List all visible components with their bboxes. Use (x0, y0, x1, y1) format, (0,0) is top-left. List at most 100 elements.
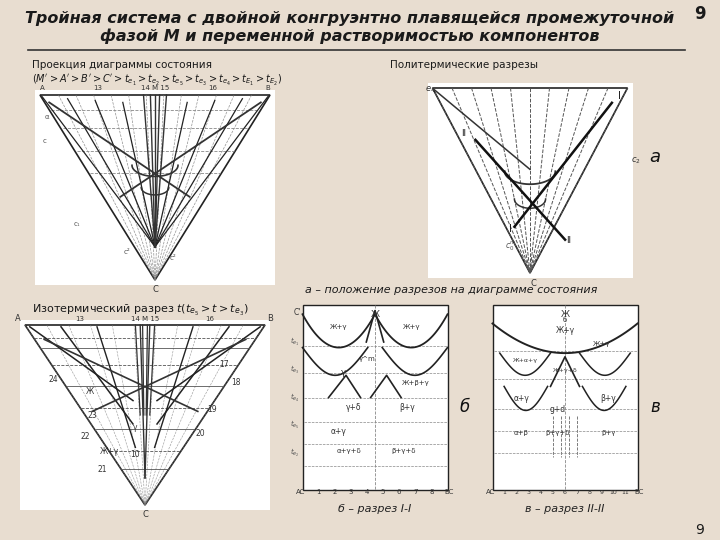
Text: A: A (15, 314, 21, 323)
Text: 9: 9 (696, 523, 704, 537)
Text: γ^m: γ^m (359, 355, 376, 361)
Text: $c_0^m$: $c_0^m$ (505, 240, 516, 253)
Bar (302, 305, 448, 490)
Text: 6: 6 (397, 489, 402, 495)
Text: $t_{e_2}$: $t_{e_2}$ (290, 447, 300, 459)
Text: б: б (460, 399, 470, 416)
Bar (20, 320, 270, 510)
Text: а – положение разрезов на диаграмме состояния: а – положение разрезов на диаграмме сост… (305, 285, 598, 295)
Text: c: c (42, 138, 47, 144)
Text: A: A (40, 85, 45, 91)
Text: б: б (563, 316, 567, 322)
Text: 20: 20 (195, 429, 205, 437)
Text: γ: γ (133, 423, 138, 432)
Text: 8: 8 (588, 490, 591, 495)
Text: 19: 19 (207, 405, 217, 414)
Text: c²: c² (170, 255, 177, 261)
Polygon shape (25, 325, 265, 505)
Text: 13: 13 (93, 85, 102, 91)
Bar (428, 83, 632, 278)
Text: g+d: g+d (549, 406, 566, 414)
Text: BC: BC (635, 489, 644, 495)
Text: 2: 2 (333, 489, 337, 495)
Text: 5: 5 (551, 490, 555, 495)
Text: γ: γ (341, 368, 346, 377)
Text: 16: 16 (205, 316, 215, 322)
Text: β+γ+δ: β+γ+δ (546, 429, 570, 435)
Text: α+γ: α+γ (330, 428, 347, 436)
Text: I: I (618, 91, 621, 101)
Text: Ж+α+γ: Ж+α+γ (513, 359, 539, 363)
Text: C: C (152, 285, 158, 294)
Text: Ж+β+γ: Ж+β+γ (402, 380, 429, 386)
Text: $(M'>A'>B'>C'>t_{e_1}>t_{e_2}>t_{e_5}>t_{e_3}>t_{e_4}>t_{E_1}>t_{E_2})$: $(M'>A'>B'>C'>t_{e_1}>t_{e_2}>t_{e_5}>t_… (32, 73, 282, 88)
Text: $e_4$: $e_4$ (425, 85, 436, 95)
Text: Политермические разрезы: Политермические разрезы (390, 60, 538, 70)
Text: 7: 7 (575, 490, 579, 495)
Text: B: B (266, 85, 271, 91)
Text: 2: 2 (515, 490, 518, 495)
Text: Ж+γ: Ж+γ (330, 324, 348, 330)
Text: $t_{e_5}$: $t_{e_5}$ (290, 419, 300, 431)
Text: 22: 22 (80, 432, 90, 441)
Text: c²: c² (124, 249, 131, 255)
Text: в: в (650, 399, 660, 416)
Bar (35, 90, 275, 285)
Text: α+γ: α+γ (513, 394, 529, 403)
Text: α: α (45, 114, 49, 120)
Text: 9: 9 (599, 490, 603, 495)
Text: $t_{e_4}$: $t_{e_4}$ (290, 392, 300, 403)
Text: Ж+γ: Ж+γ (593, 341, 610, 347)
Polygon shape (433, 88, 628, 273)
Text: II: II (567, 237, 572, 245)
Text: б – разрез I-I: б – разрез I-I (338, 504, 412, 514)
Text: 14 M 15: 14 M 15 (131, 316, 159, 322)
Text: Ж+γ: Ж+γ (402, 324, 420, 330)
Text: 4: 4 (365, 489, 369, 495)
Text: фазой М и переменной растворимостью компонентов: фазой М и переменной растворимостью комп… (100, 28, 600, 44)
Text: 3: 3 (348, 489, 353, 495)
Text: 6: 6 (563, 490, 567, 495)
Text: Ж: Ж (86, 387, 94, 396)
Text: α+γ+δ: α+γ+δ (336, 448, 361, 454)
Text: β+γ: β+γ (399, 403, 415, 413)
Text: 13: 13 (76, 316, 85, 322)
Text: β+γ+δ: β+γ+δ (392, 448, 416, 454)
Text: 3: 3 (527, 490, 531, 495)
Text: 10: 10 (130, 450, 140, 459)
Text: 9: 9 (694, 5, 706, 23)
Text: 5: 5 (381, 489, 385, 495)
Text: 1: 1 (503, 490, 507, 495)
Text: AC: AC (296, 489, 305, 495)
Text: Проекция диаграммы состояния: Проекция диаграммы состояния (32, 60, 212, 70)
Text: II: II (462, 129, 467, 138)
Text: Изотермический разрез $t(t_{e_5}>t>t_{e_3})$: Изотермический разрез $t(t_{e_5}>t>t_{e_… (32, 303, 248, 318)
Text: 16: 16 (208, 85, 217, 91)
Text: 1: 1 (316, 489, 321, 495)
Bar (492, 305, 637, 490)
Text: в – разрез II-II: в – разрез II-II (526, 504, 605, 514)
Text: 4: 4 (539, 490, 543, 495)
Text: Ж+γ+δ: Ж+γ+δ (553, 368, 577, 373)
Text: β+γ: β+γ (600, 394, 616, 403)
Text: Ж+γ: Ж+γ (99, 447, 119, 456)
Text: $t_{e_1}$: $t_{e_1}$ (290, 336, 300, 348)
Text: Тройная система с двойной конгруэнтно плавящейся промежуточной: Тройная система с двойной конгруэнтно пл… (25, 10, 675, 25)
Text: BC: BC (445, 489, 454, 495)
Polygon shape (40, 95, 270, 280)
Text: 7: 7 (413, 489, 418, 495)
Text: B: B (267, 314, 273, 323)
Text: 24: 24 (49, 375, 58, 383)
Text: I: I (509, 224, 512, 234)
Text: $t_{e_3}$: $t_{e_3}$ (290, 364, 300, 376)
Text: AC: AC (486, 489, 495, 495)
Text: 11: 11 (621, 490, 629, 495)
Text: 23: 23 (87, 410, 97, 420)
Text: 17: 17 (220, 360, 229, 369)
Text: а: а (649, 148, 660, 166)
Text: C: C (531, 279, 537, 288)
Text: γ+δ: γ+δ (346, 403, 361, 413)
Text: 8: 8 (429, 489, 433, 495)
Text: 10: 10 (609, 490, 617, 495)
Text: $c_2$: $c_2$ (631, 155, 642, 165)
